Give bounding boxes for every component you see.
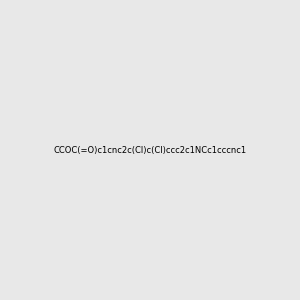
Text: CCOC(=O)c1cnc2c(Cl)c(Cl)ccc2c1NCc1cccnc1: CCOC(=O)c1cnc2c(Cl)c(Cl)ccc2c1NCc1cccnc1 bbox=[53, 146, 247, 154]
